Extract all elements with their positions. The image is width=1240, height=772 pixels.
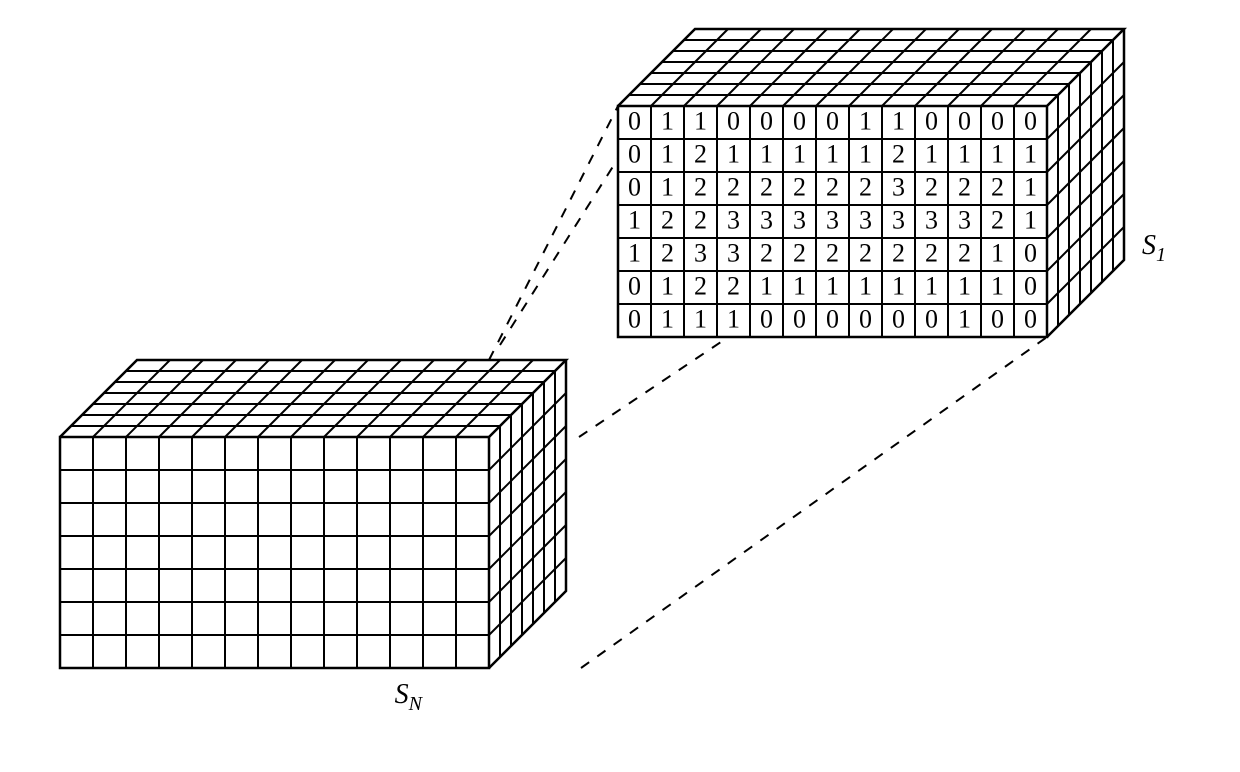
data-cell: 1	[991, 139, 1004, 168]
data-cell: 1	[859, 271, 872, 300]
data-cell: 3	[760, 205, 773, 234]
data-cell: 2	[826, 172, 839, 201]
data-cell: 2	[694, 172, 707, 201]
data-cell: 1	[1024, 205, 1037, 234]
data-cell: 3	[793, 205, 806, 234]
data-cell: 2	[925, 172, 938, 201]
data-cell: 0	[793, 304, 806, 333]
data-cell: 2	[661, 238, 674, 267]
data-cell: 0	[991, 304, 1004, 333]
data-cell: 2	[694, 205, 707, 234]
data-cell: 0	[628, 271, 641, 300]
data-cell: 3	[925, 205, 938, 234]
data-cell: 1	[925, 139, 938, 168]
data-cell: 3	[727, 205, 740, 234]
data-cell: 1	[958, 304, 971, 333]
data-cell: 1	[826, 271, 839, 300]
data-cell: 1	[694, 106, 707, 135]
data-cell: 2	[793, 238, 806, 267]
data-cell: 2	[991, 172, 1004, 201]
data-cell: 3	[727, 238, 740, 267]
data-cell: 0	[1024, 106, 1037, 135]
data-cell: 3	[892, 205, 905, 234]
data-cell: 2	[925, 238, 938, 267]
data-cell: 1	[925, 271, 938, 300]
data-cell: 0	[826, 304, 839, 333]
data-cell: 0	[727, 106, 740, 135]
data-cell: 1	[760, 139, 773, 168]
label-s1-sub: 1	[1156, 244, 1166, 266]
data-cell: 3	[826, 205, 839, 234]
data-cell: 0	[826, 106, 839, 135]
data-cell: 1	[727, 304, 740, 333]
data-cell: 1	[727, 139, 740, 168]
data-cell: 2	[694, 271, 707, 300]
data-cell: 1	[958, 139, 971, 168]
data-cell: 1	[661, 271, 674, 300]
label-sn: S	[395, 679, 409, 710]
data-cell: 1	[958, 271, 971, 300]
data-cell: 0	[958, 106, 971, 135]
data-cell: 1	[694, 304, 707, 333]
data-cell: 0	[628, 172, 641, 201]
data-cell: 0	[859, 304, 872, 333]
data-cell: 1	[661, 139, 674, 168]
data-cell: 0	[1024, 238, 1037, 267]
data-cell: 2	[859, 238, 872, 267]
data-cell: 2	[892, 238, 905, 267]
label-sn-sub: N	[408, 693, 424, 715]
label-s1: S	[1142, 230, 1156, 261]
data-cell: 0	[892, 304, 905, 333]
data-cell: 3	[892, 172, 905, 201]
diagram-canvas: 0110000110000012111112111101222222322211…	[0, 0, 1240, 772]
data-cell: 0	[925, 304, 938, 333]
data-cell: 1	[661, 304, 674, 333]
data-cell: 0	[628, 139, 641, 168]
data-cell: 2	[991, 205, 1004, 234]
data-cell: 2	[727, 172, 740, 201]
cube-right: 0110000110000012111112111101222222322211…	[618, 29, 1124, 337]
data-cell: 1	[991, 238, 1004, 267]
data-cell: 1	[892, 271, 905, 300]
data-cell: 1	[793, 271, 806, 300]
data-cell: 0	[628, 304, 641, 333]
data-cell: 1	[661, 172, 674, 201]
data-cell: 0	[1024, 271, 1037, 300]
data-cell: 0	[760, 304, 773, 333]
data-cell: 3	[859, 205, 872, 234]
data-cell: 1	[1024, 172, 1037, 201]
data-cell: 1	[628, 238, 641, 267]
data-cell: 2	[760, 238, 773, 267]
data-cell: 1	[1024, 139, 1037, 168]
data-cell: 2	[661, 205, 674, 234]
data-cell: 1	[826, 139, 839, 168]
data-cell: 1	[859, 106, 872, 135]
data-cell: 2	[826, 238, 839, 267]
data-cell: 0	[793, 106, 806, 135]
data-cell: 2	[892, 139, 905, 168]
cube-left	[60, 360, 566, 668]
data-cell: 0	[1024, 304, 1037, 333]
data-cell: 0	[760, 106, 773, 135]
data-cell: 1	[991, 271, 1004, 300]
data-cell: 1	[760, 271, 773, 300]
data-cell: 2	[793, 172, 806, 201]
data-cell: 1	[661, 106, 674, 135]
data-cell: 1	[793, 139, 806, 168]
data-cell: 2	[859, 172, 872, 201]
data-cell: 2	[727, 271, 740, 300]
data-cell: 2	[694, 139, 707, 168]
data-cell: 0	[991, 106, 1004, 135]
data-cell: 1	[859, 139, 872, 168]
data-cell: 3	[694, 238, 707, 267]
data-cell: 0	[628, 106, 641, 135]
data-cell: 1	[628, 205, 641, 234]
data-cell: 3	[958, 205, 971, 234]
data-cell: 2	[958, 172, 971, 201]
data-cell: 2	[760, 172, 773, 201]
data-cell: 2	[958, 238, 971, 267]
data-cell: 0	[925, 106, 938, 135]
data-cell: 1	[892, 106, 905, 135]
